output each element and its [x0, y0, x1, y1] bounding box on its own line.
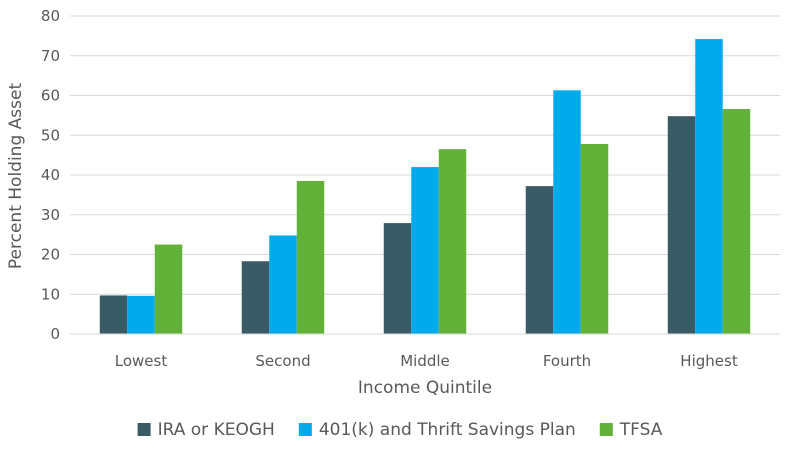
- y-tick-label: 10: [41, 285, 60, 303]
- x-tick-label: Second: [255, 352, 310, 370]
- bar-401-k-and-thrift-savings-plan-middle: [411, 167, 439, 334]
- bar-401-k-and-thrift-savings-plan-lowest: [127, 295, 155, 334]
- bar-ira-or-keogh-fourth: [525, 186, 554, 334]
- bars: [99, 39, 751, 335]
- y-tick-label: 80: [41, 7, 60, 25]
- bar-ira-or-keogh-highest: [667, 116, 696, 334]
- x-tick-label: Lowest: [115, 352, 168, 370]
- x-tick-label: Highest: [680, 352, 738, 370]
- bar-tfsa-highest: [722, 109, 751, 334]
- bar-401-k-and-thrift-savings-plan-second: [269, 235, 297, 334]
- legend-item: IRA or KEOGH: [137, 420, 275, 440]
- y-tick-label: 60: [41, 87, 60, 105]
- bar-tfsa-second: [296, 180, 325, 334]
- legend-label: TFSA: [619, 420, 663, 440]
- legend-swatch-401-k-and-thrift-savings-plan: [298, 423, 312, 436]
- legend-swatch-ira-or-keogh: [137, 423, 151, 436]
- legend-swatch-tfsa: [599, 423, 613, 436]
- y-tick-label: 50: [41, 126, 60, 144]
- legend-label: IRA or KEOGH: [158, 420, 275, 440]
- bar-tfsa-lowest: [154, 244, 183, 334]
- y-tick-label: 40: [41, 166, 60, 184]
- bar-ira-or-keogh-second: [241, 261, 270, 334]
- y-axis-ticks: 0 10 20 30 40 50 60 70 80: [41, 7, 60, 343]
- x-tick-label: Middle: [400, 352, 450, 370]
- y-tick-label: 70: [41, 47, 60, 65]
- bar-ira-or-keogh-lowest: [99, 295, 128, 334]
- y-axis-title: Percent Holding Asset: [6, 83, 26, 270]
- y-tick-label: 30: [41, 206, 60, 224]
- legend-item: TFSA: [599, 420, 663, 440]
- bar-401-k-and-thrift-savings-plan-fourth: [553, 90, 581, 335]
- y-tick-label: 20: [41, 246, 60, 264]
- bar-tfsa-middle: [438, 149, 467, 334]
- legend: IRA or KEOGH 401(k) and Thrift Savings Pl…: [137, 420, 663, 440]
- x-tick-label: Fourth: [543, 352, 591, 370]
- legend-item: 401(k) and Thrift Savings Plan: [298, 420, 576, 440]
- bar-tfsa-fourth: [580, 143, 609, 334]
- x-axis-title: Income Quintile: [358, 378, 492, 398]
- x-axis-ticks: Lowest Second Middle Fourth Highest: [115, 352, 738, 370]
- bar-401-k-and-thrift-savings-plan-highest: [695, 39, 723, 335]
- bar-ira-or-keogh-middle: [383, 223, 412, 334]
- y-tick-label: 0: [50, 325, 60, 343]
- legend-label: 401(k) and Thrift Savings Plan: [319, 420, 576, 440]
